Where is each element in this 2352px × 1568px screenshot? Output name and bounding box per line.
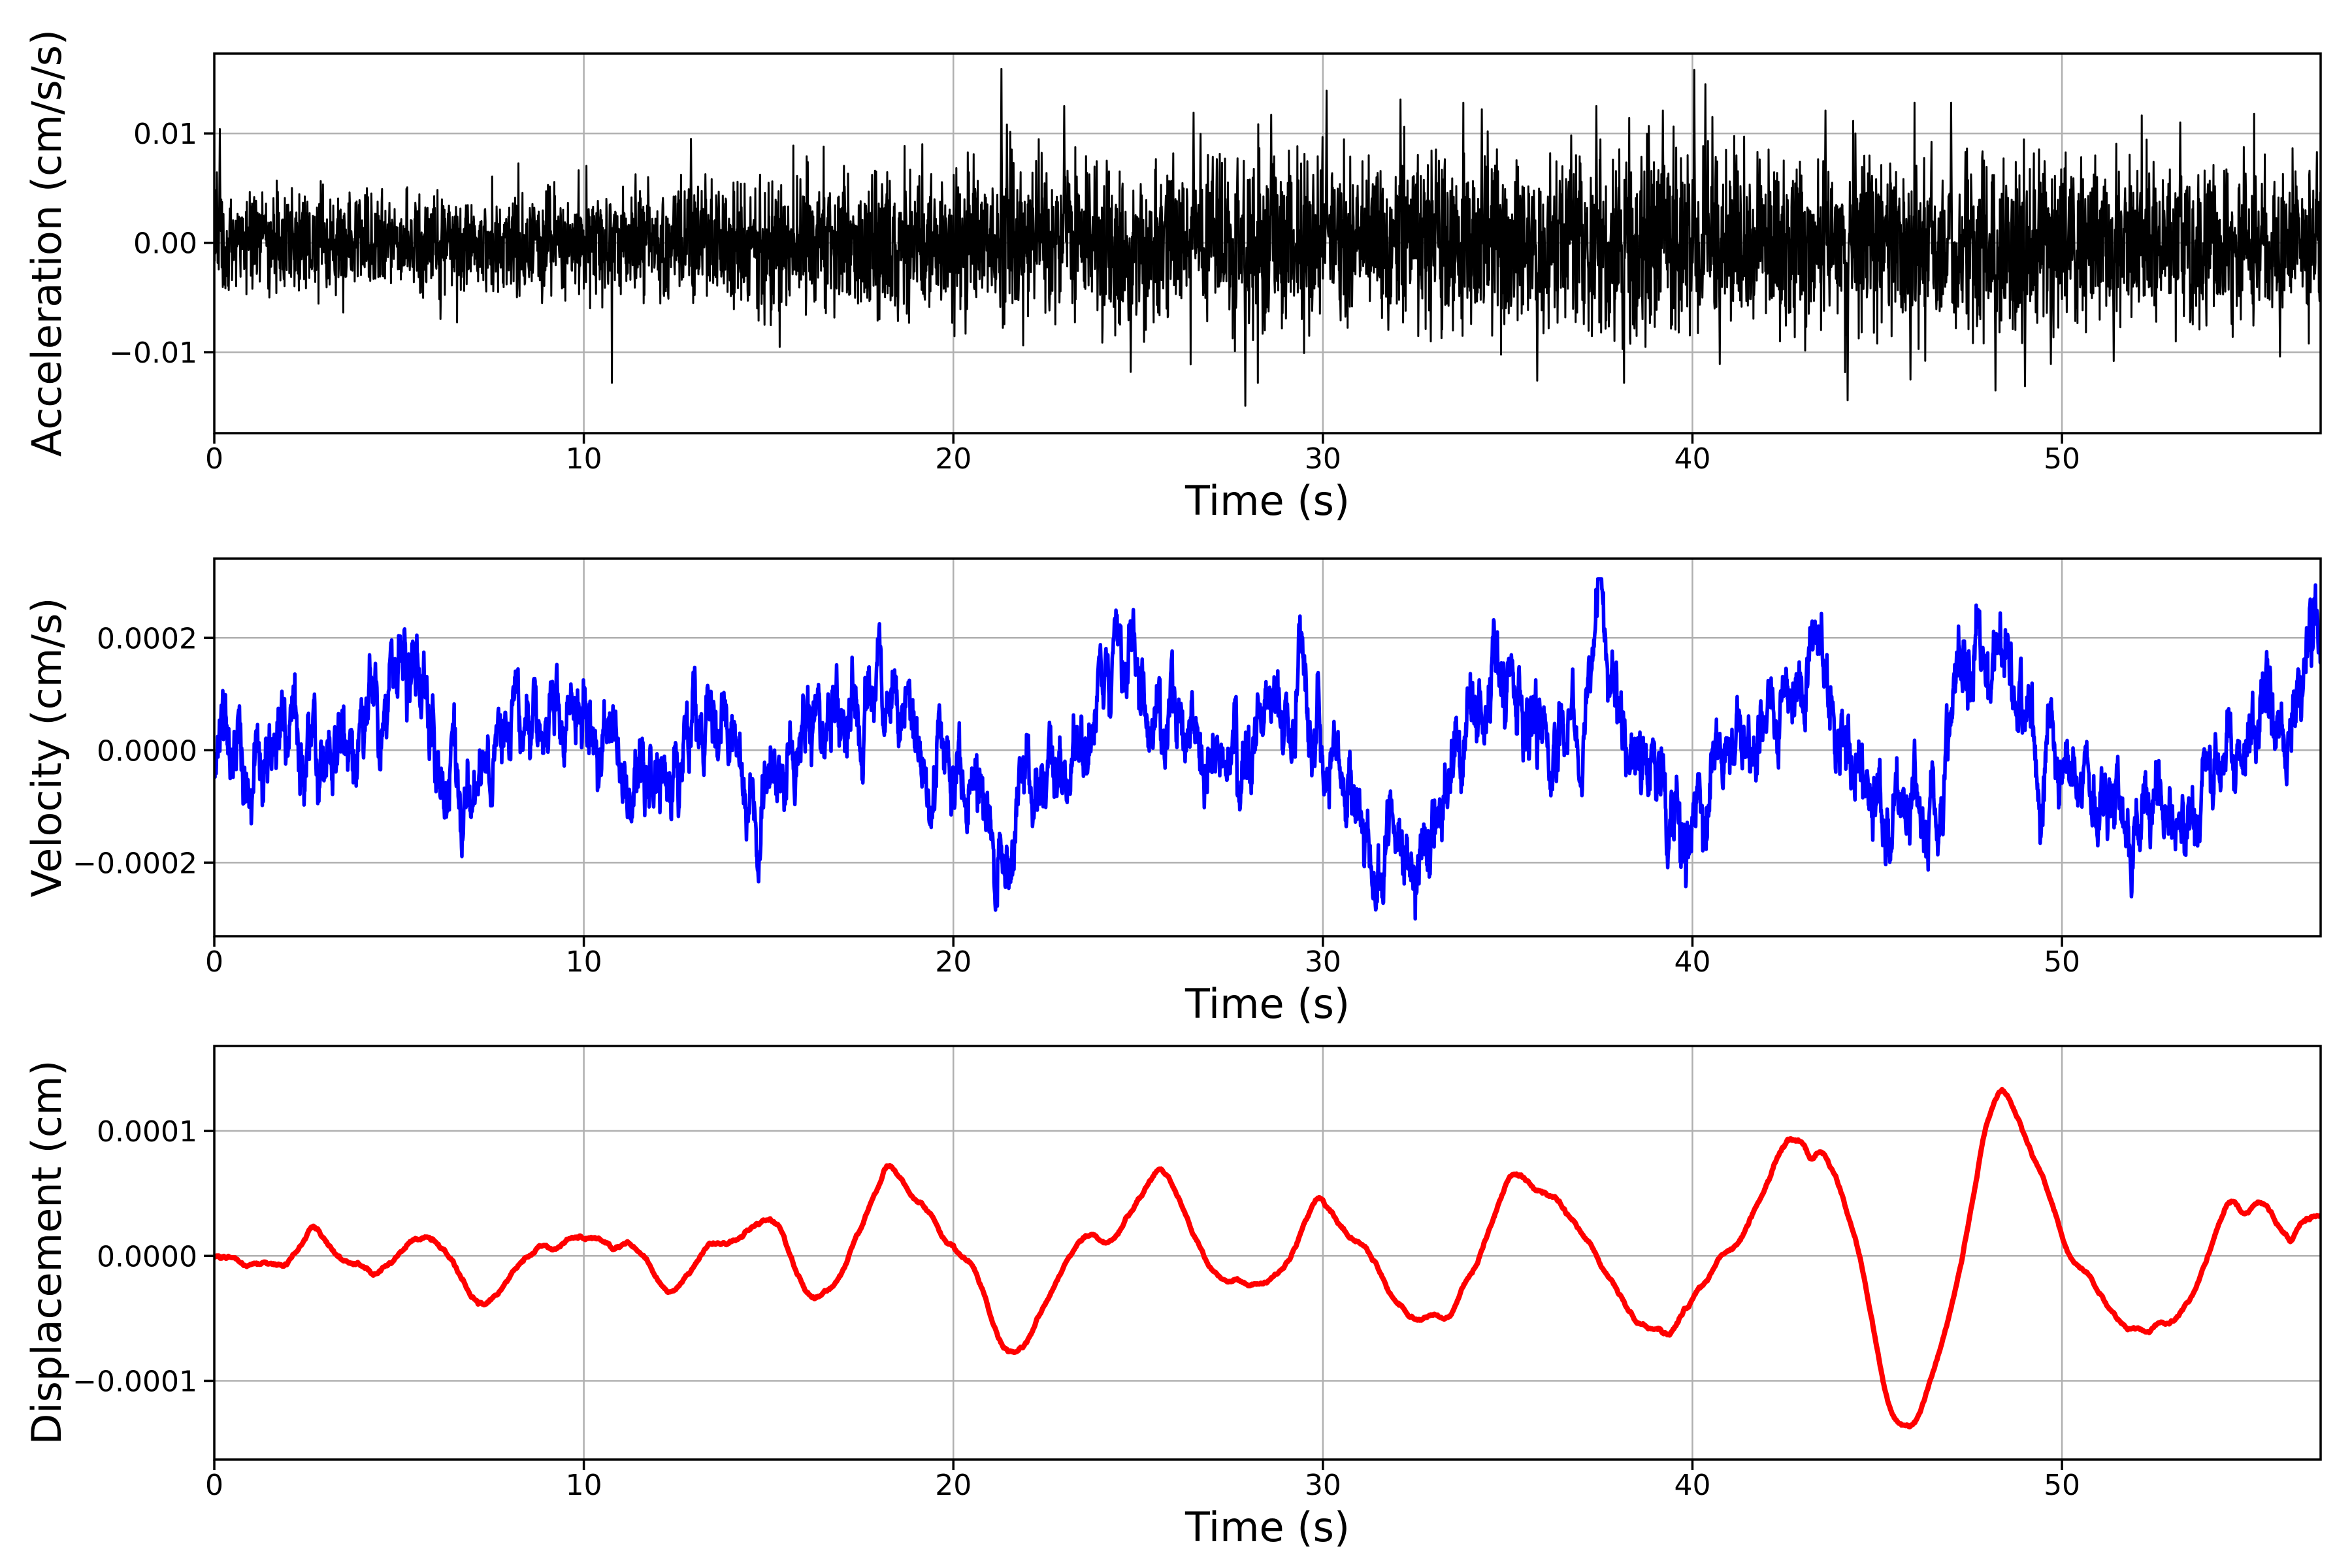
velocity-x-tick-label: 10	[566, 945, 602, 979]
y-axis-label-displacement: Displacement (cm)	[23, 1060, 71, 1445]
velocity-x-tick-label: 40	[1674, 945, 1710, 979]
velocity-x-tick-label: 20	[935, 945, 972, 979]
acceleration-x-tick-label: 30	[1305, 442, 1341, 476]
velocity-x-tick-label: 30	[1305, 945, 1341, 979]
acceleration-trace	[214, 67, 2321, 407]
displacement-x-tick-label: 0	[205, 1469, 223, 1502]
acceleration-y-tick-label: 0.00	[133, 227, 197, 261]
acceleration-y-tick-label: 0.01	[133, 118, 197, 151]
velocity-y-tick-label: 0.0002	[97, 622, 197, 655]
displacement-x-tick-label: 20	[935, 1469, 972, 1502]
velocity-x-tick-label: 50	[2044, 945, 2080, 979]
acceleration-x-tick-label: 0	[205, 442, 223, 476]
displacement-y-tick-label: 0.0000	[97, 1240, 197, 1273]
velocity-y-tick-label: 0.0000	[97, 734, 197, 768]
displacement-y-tick-label: 0.0001	[97, 1115, 197, 1149]
y-axis-label-acceleration: Acceleration (cm/s/s)	[23, 29, 71, 457]
x-axis-label-acceleration: Time (s)	[1184, 477, 1350, 525]
acceleration-x-tick-label: 40	[1674, 442, 1710, 476]
velocity-x-tick-label: 0	[205, 945, 223, 979]
displacement-x-tick-label: 10	[566, 1469, 602, 1502]
displacement-x-tick-label: 50	[2044, 1469, 2080, 1502]
acceleration-x-tick-label: 10	[566, 442, 602, 476]
velocity-trace	[214, 577, 2321, 921]
x-axis-label-velocity: Time (s)	[1184, 980, 1350, 1028]
acceleration-y-tick-label: −0.01	[109, 336, 197, 370]
displacement-trace	[214, 1086, 2321, 1429]
acceleration-x-tick-label: 50	[2044, 442, 2080, 476]
displacement-x-tick-label: 40	[1674, 1469, 1710, 1502]
x-axis-label-displacement: Time (s)	[1184, 1503, 1350, 1551]
displacement-y-tick-label: −0.0001	[73, 1365, 197, 1399]
displacement-x-tick-label: 30	[1305, 1469, 1341, 1502]
velocity-axes-frame	[213, 557, 2322, 938]
displacement-axes-frame	[213, 1045, 2322, 1461]
acceleration-x-tick-label: 20	[935, 442, 972, 476]
y-axis-label-velocity: Velocity (cm/s)	[23, 597, 71, 898]
velocity-y-tick-label: −0.0002	[73, 847, 197, 880]
